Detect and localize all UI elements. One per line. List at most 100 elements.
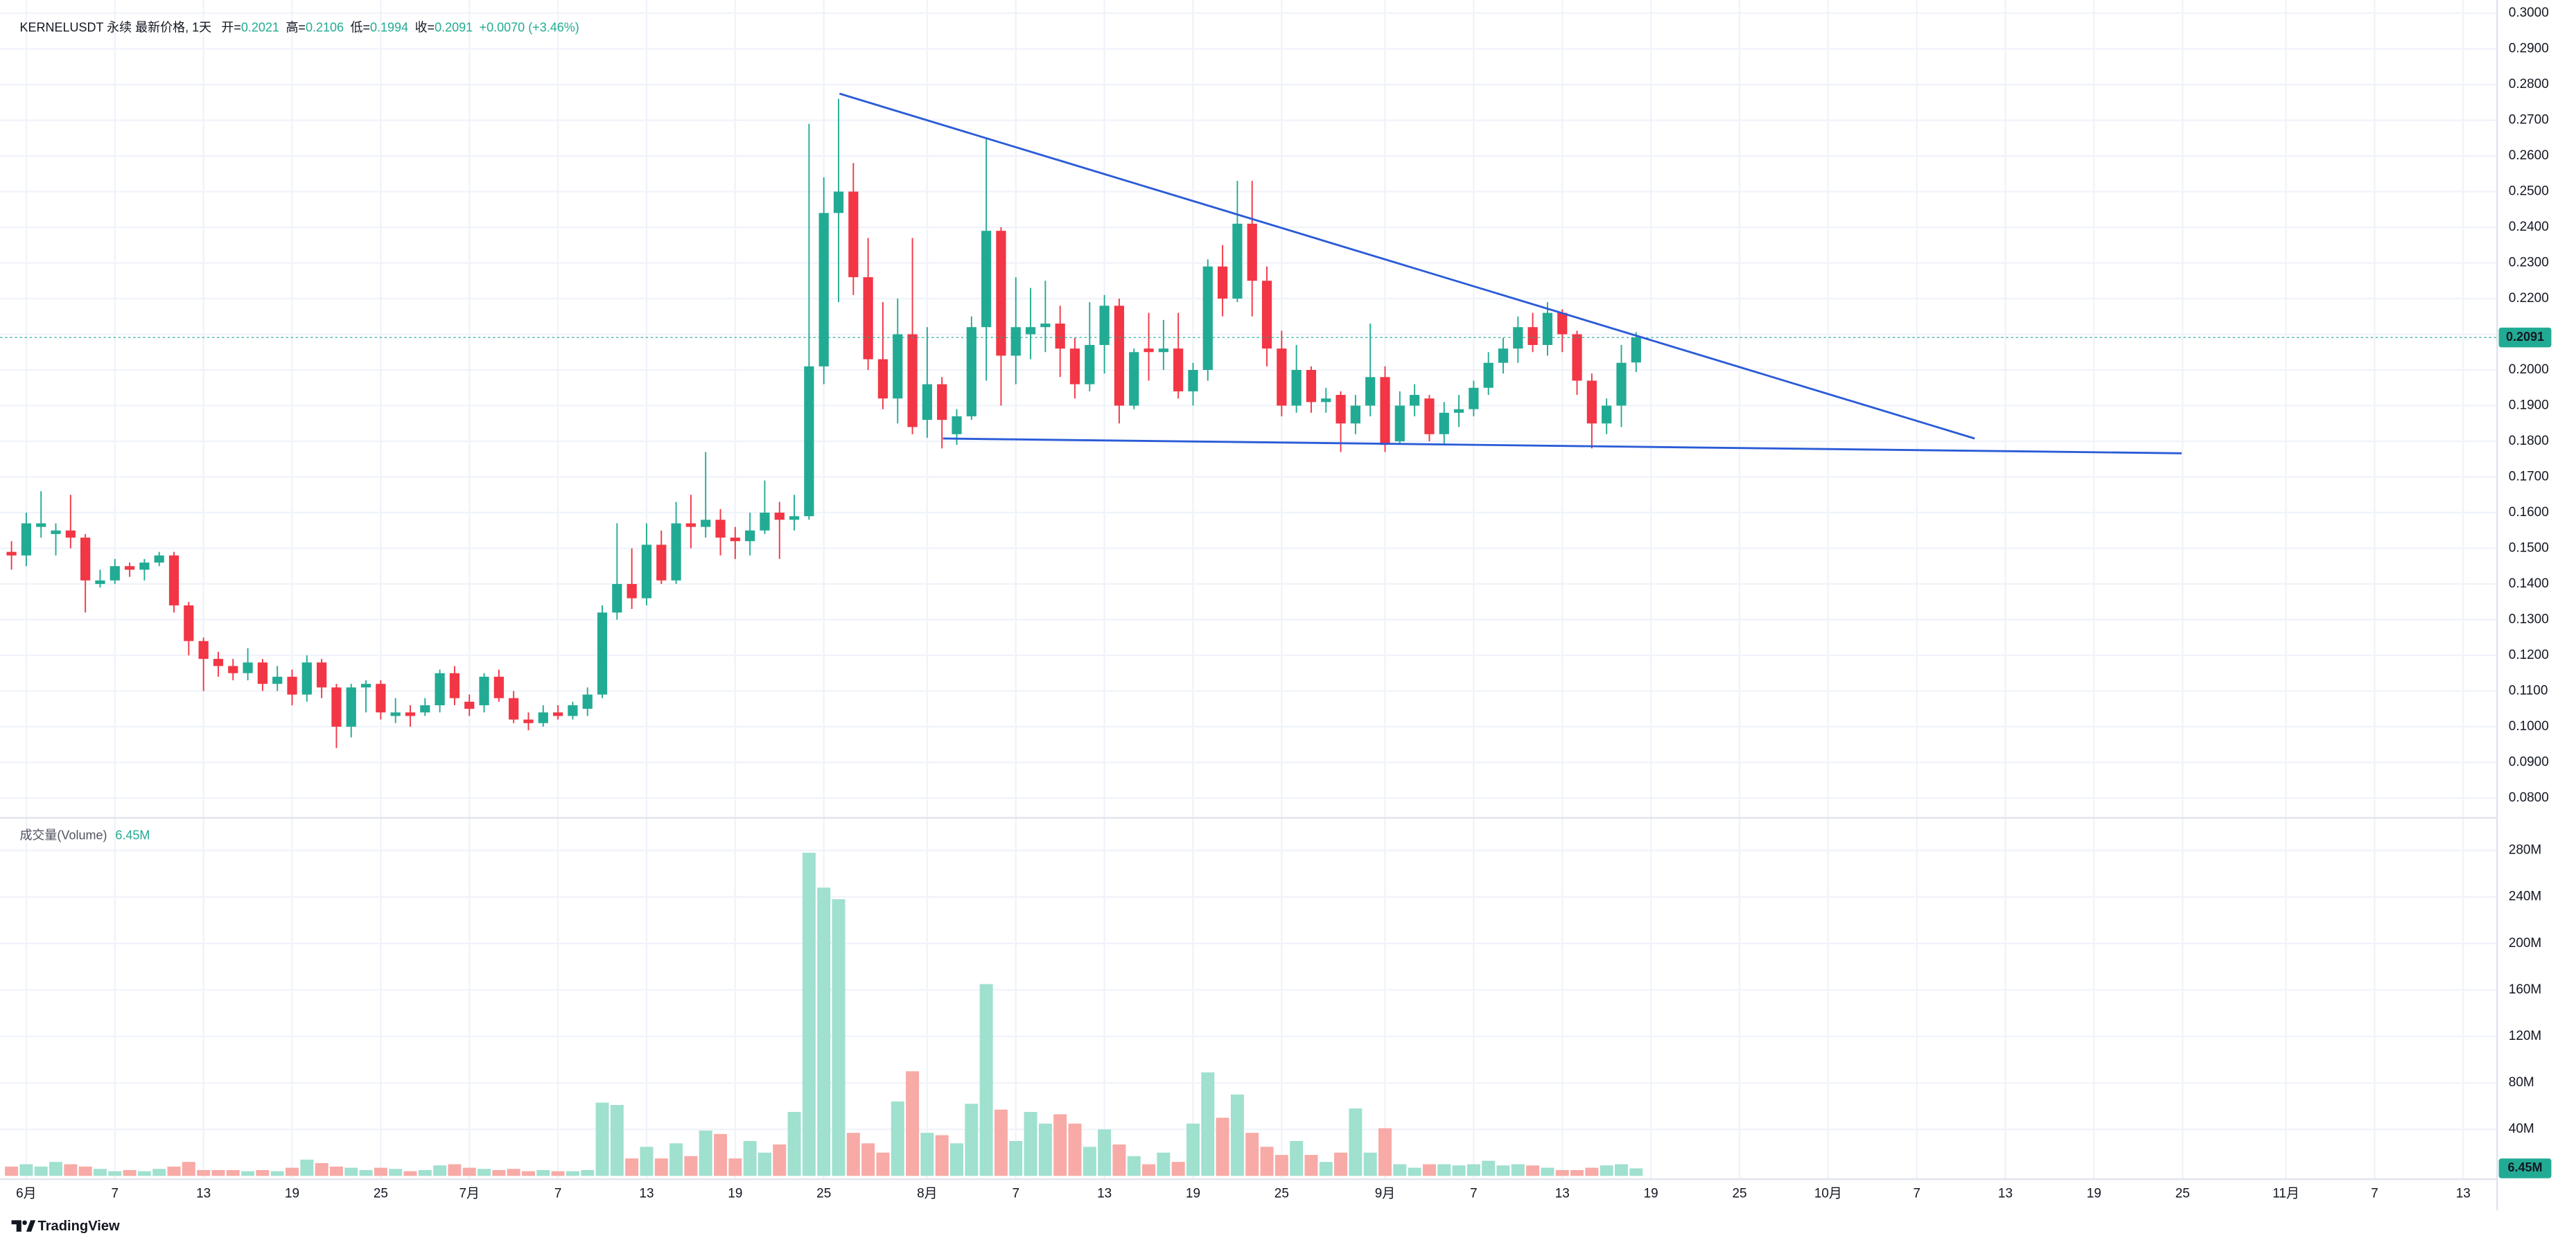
- trend-line-lower[interactable]: [943, 437, 2182, 454]
- volume-bar: [152, 1169, 166, 1176]
- candle-body: [435, 673, 445, 706]
- volume-bar: [1127, 1156, 1141, 1176]
- x-tick-label: 13: [1097, 1186, 1112, 1201]
- candle-body: [1572, 334, 1582, 381]
- candle-body: [552, 712, 563, 716]
- volume-bar: [315, 1162, 328, 1176]
- volume-bar: [994, 1109, 1008, 1176]
- candle-body: [139, 563, 150, 570]
- volume-bar: [684, 1156, 698, 1176]
- volume-bar: [757, 1152, 771, 1176]
- y-tick-label: 0.1200: [2509, 648, 2549, 662]
- candle-body: [1188, 370, 1198, 391]
- candle-body: [272, 676, 283, 684]
- volume-bar: [566, 1171, 579, 1176]
- candle-body: [745, 530, 755, 542]
- candle-body: [51, 530, 61, 534]
- volume-bar: [581, 1169, 595, 1176]
- volume-bar: [93, 1169, 107, 1176]
- volume-bar: [137, 1171, 151, 1176]
- candle-body: [1277, 348, 1287, 406]
- candle-body: [1527, 327, 1538, 345]
- volume-bar: [5, 1166, 19, 1176]
- volume-bar: [1629, 1168, 1643, 1176]
- candle-body: [1410, 395, 1420, 406]
- y-tick-label: 0.1000: [2509, 719, 2549, 734]
- candle-body: [730, 538, 740, 542]
- volume-bar: [477, 1169, 491, 1176]
- volume-bar: [359, 1169, 373, 1176]
- volume-bar: [876, 1152, 890, 1176]
- candle-body: [582, 694, 593, 709]
- volume-bar: [906, 1071, 920, 1176]
- candle-body: [376, 684, 386, 713]
- volume-legend-value: 6.45M: [115, 828, 150, 842]
- volume-bar: [1053, 1114, 1067, 1176]
- volume-bar: [389, 1169, 403, 1176]
- volume-bar: [270, 1171, 284, 1176]
- candle-body: [257, 662, 268, 684]
- x-tick-label: 25: [1732, 1186, 1746, 1201]
- x-tick-label: 25: [816, 1186, 831, 1201]
- volume-bar: [256, 1169, 270, 1176]
- volume-bar: [669, 1143, 683, 1176]
- y-tick-label: 0.2400: [2509, 220, 2549, 234]
- trend-line-upper[interactable]: [839, 92, 1975, 440]
- candle-body: [952, 416, 962, 434]
- y-tick-label: 0.2600: [2509, 148, 2549, 163]
- candle-body: [1365, 377, 1376, 406]
- candle-body: [1040, 324, 1051, 328]
- candle-body: [612, 583, 622, 613]
- volume-bar: [1274, 1155, 1288, 1176]
- x-tick-label: 7: [1470, 1186, 1478, 1201]
- candle-body: [287, 676, 297, 695]
- candle-body: [1335, 395, 1346, 424]
- candle-body: [65, 530, 76, 538]
- legend-value: 0.2091: [435, 20, 473, 34]
- candle-body: [1010, 327, 1021, 356]
- candle-body: [818, 213, 829, 366]
- candle-body: [538, 712, 548, 723]
- volume-bar: [846, 1133, 860, 1176]
- x-tick-label: 13: [196, 1186, 211, 1201]
- symbol-legend: KERNELUSDT 永续 最新价格, 1天 开=0.2021 高=0.2106 低=…: [19, 20, 579, 34]
- brand: TradingView: [38, 1219, 121, 1234]
- candle-body: [1055, 324, 1065, 349]
- last-price-box: [2498, 327, 2552, 348]
- candle-body: [641, 545, 652, 599]
- candle-body: [1557, 312, 1568, 335]
- volume-bar: [979, 984, 993, 1176]
- candle-body: [1085, 344, 1095, 384]
- candle-body: [1513, 327, 1523, 349]
- volume-bar: [1112, 1144, 1126, 1176]
- volume-bar: [1186, 1123, 1200, 1176]
- candle-body: [1586, 380, 1597, 424]
- volume-bar: [640, 1147, 654, 1176]
- x-tick-label: 7: [111, 1186, 119, 1201]
- y-tick-label: 0.2900: [2509, 42, 2549, 56]
- volume-bar: [787, 1112, 801, 1176]
- volume-bar: [49, 1162, 63, 1176]
- volume-bar: [507, 1169, 520, 1176]
- volume-bar: [1615, 1164, 1628, 1176]
- volume-bar: [1142, 1164, 1156, 1176]
- candle-body: [301, 662, 312, 695]
- legend-value: 0.2021: [241, 20, 279, 34]
- volume-bar: [1009, 1140, 1023, 1176]
- volume-bar: [108, 1171, 122, 1176]
- y-tick-label: 80M: [2509, 1075, 2534, 1090]
- volume-bar: [1482, 1160, 1496, 1176]
- volume-bar: [1083, 1147, 1096, 1176]
- candle-body: [966, 327, 976, 416]
- volume-bar: [1363, 1152, 1377, 1176]
- volume-bar: [433, 1165, 447, 1176]
- candle-body: [1424, 398, 1435, 434]
- y-tick-label: 0.2500: [2509, 184, 2549, 199]
- x-tick-label: 10月: [1814, 1186, 1842, 1201]
- candle-body: [715, 520, 726, 538]
- volume-bar: [1466, 1164, 1480, 1176]
- y-tick-label: 120M: [2509, 1029, 2541, 1043]
- volume-bar: [19, 1164, 33, 1176]
